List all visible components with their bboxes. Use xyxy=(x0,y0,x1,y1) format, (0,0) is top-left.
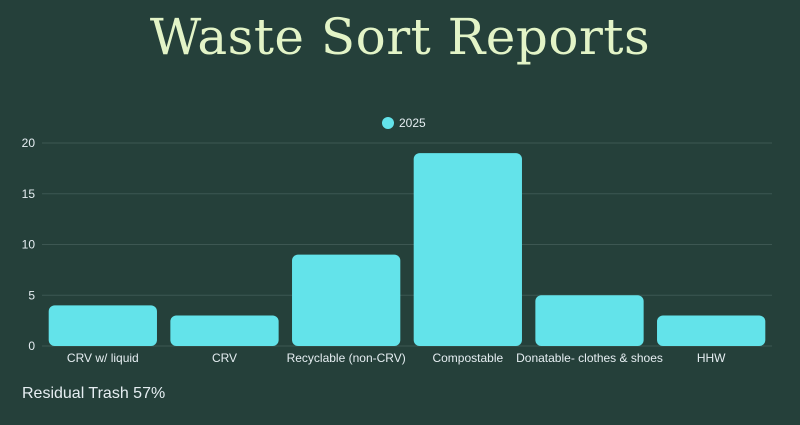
residual-trash-label: Residual Trash 57% xyxy=(22,385,166,402)
y-tick-label: 10 xyxy=(22,238,36,252)
bar xyxy=(292,254,401,346)
y-tick-label: 0 xyxy=(28,339,35,353)
bar xyxy=(413,153,522,346)
x-tick-label: Compostable xyxy=(432,351,503,365)
y-tick-label: 15 xyxy=(22,187,36,201)
page-title: Waste Sort Reports xyxy=(149,8,651,66)
y-tick-label: 20 xyxy=(22,136,36,150)
x-tick-label: CRV xyxy=(212,351,237,365)
x-tick-label: HHW xyxy=(697,351,726,365)
x-tick-label: Recyclable (non-CRV) xyxy=(287,351,406,365)
x-tick-label: Donatable- clothes & shoes xyxy=(516,351,663,365)
x-tick-label: CRV w/ liquid xyxy=(67,351,139,365)
bar xyxy=(657,315,766,346)
legend-label: 2025 xyxy=(399,116,426,130)
bar xyxy=(535,295,644,346)
bar xyxy=(48,305,157,346)
y-tick-label: 5 xyxy=(28,288,35,302)
legend-swatch xyxy=(382,117,394,129)
bar xyxy=(170,315,279,346)
